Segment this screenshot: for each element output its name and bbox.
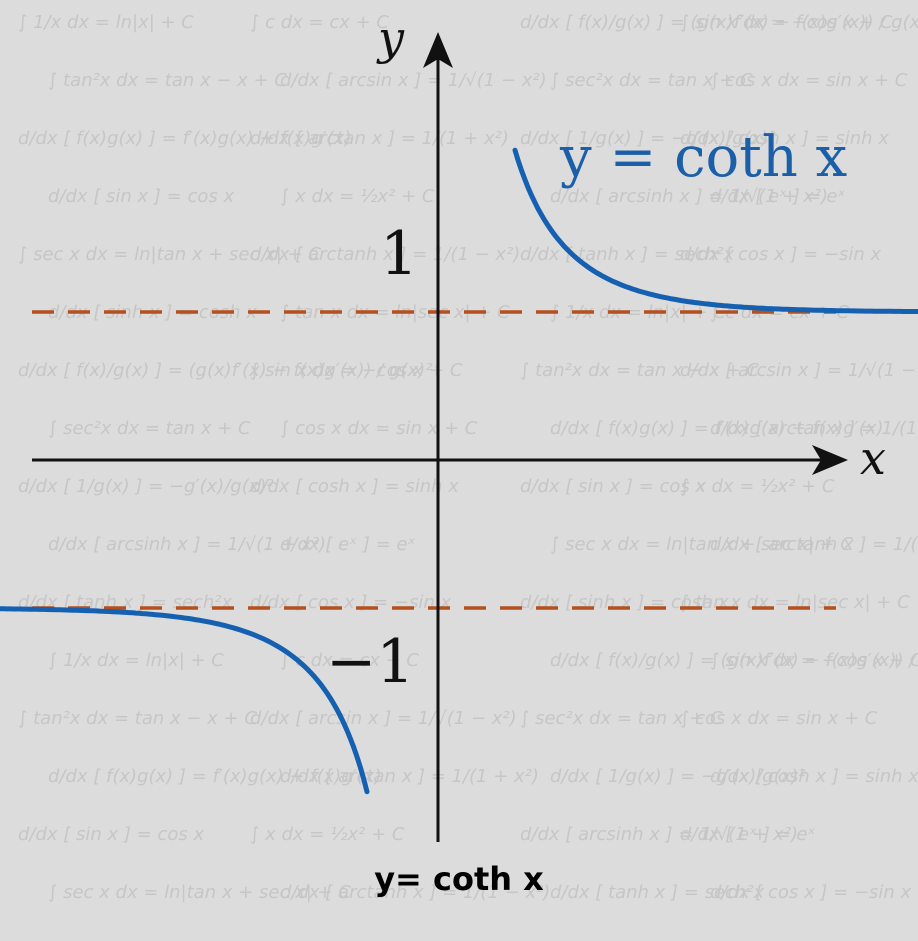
watermark-formula: ∫ x dx = ½x² + C <box>280 186 435 207</box>
formula-watermark: ∫ 1/x dx = ln|x| + C ∫ c dx = cx + C d/dx … <box>18 12 918 903</box>
caption: y= coth x <box>374 860 544 898</box>
watermark-formula: ∫ tan²x dx = tan x − x + C <box>18 708 257 729</box>
watermark-formula: d/dx [ arctanh x ] = 1/(1 − x²) <box>250 244 520 265</box>
watermark-formula: d/dx [ sin x ] = cos x <box>18 824 204 845</box>
watermark-formula: d/dx [ sin x ] = cos x <box>520 476 706 497</box>
watermark-formula: ∫ sin x dx = −cos x + C <box>250 360 463 381</box>
axes <box>32 32 848 842</box>
tick-label-one: 1 <box>380 219 418 289</box>
curve-branch-negative <box>0 606 370 795</box>
watermark-formula: d/dx [ f(x)/g(x) ] = (g(x)f′(x) − f(x)g′… <box>520 12 918 33</box>
watermark-formula: d/dx [ f(x)/g(x) ] = (g(x)f′(x) − f(x)g′… <box>550 650 918 671</box>
watermark-formula: d/dx [ tanh x ] = sech²x <box>520 244 735 265</box>
watermark-formula: ∫ sin x dx = −cos x + C <box>680 12 893 33</box>
watermark-formula: ∫ sec²x dx = tan x + C <box>520 708 723 729</box>
watermark-formula: ∫ 1/x dx = ln|x| + C <box>48 650 224 671</box>
chart-title: y = coth x <box>559 125 847 190</box>
watermark-formula: ∫ c dx = cx + C <box>250 12 389 33</box>
watermark-formula: d/dx [ arctan x ] = 1/(1 + x²) <box>280 766 539 787</box>
watermark-formula: d/dx [ 1/g(x) ] = −g′(x)/g(x)² <box>550 766 806 787</box>
watermark-formula: ∫ 1/x dx = ln|x| + C <box>18 12 194 33</box>
watermark-formula: ∫ tan²x dx = tan x − x + C <box>520 360 759 381</box>
curve-branch-positive <box>512 147 918 315</box>
watermark-formula: d/dx [ arcsin x ] = 1/√(1 − x²) <box>280 70 547 91</box>
watermark-formula: d/dx [ cosh x ] = sinh x <box>250 476 459 497</box>
watermark-formula: d/dx [ eˣ ] = eˣ <box>710 186 845 207</box>
watermark-formula: d/dx [ cos x ] = −sin x <box>250 592 452 613</box>
watermark-formula: d/dx [ arcsinh x ] = 1/√(1 + x²) <box>48 534 326 555</box>
chart-labels: y x 1 −1 y = coth x <box>326 11 886 697</box>
asymptote-lines <box>32 310 836 610</box>
watermark-formula: d/dx [ cosh x ] = sinh x <box>710 766 918 787</box>
watermark-formula: ∫ sec²x dx = tan x + C <box>48 418 251 439</box>
watermark-formula: d/dx [ arcsinh x ] = 1/√(1 + x²) <box>520 824 798 845</box>
watermark-formula: ∫ sec²x dx = tan x + C <box>550 70 753 91</box>
x-axis-label: x <box>860 431 886 485</box>
watermark-formula: d/dx [ arctanh x ] = 1/(1 − x²) <box>280 882 550 903</box>
watermark-formula: ∫ 1/x dx = ln|x| + C <box>550 302 726 323</box>
watermark-formula: d/dx [ f(x)g(x) ] = f′(x)g(x) + f(x)g′(x… <box>550 418 883 439</box>
watermark-formula: ∫ c dx = cx + C <box>280 650 419 671</box>
watermark-formula: ∫ tan²x dx = tan x − x + C <box>48 70 287 91</box>
watermark-formula: d/dx [ eˣ ] = eˣ <box>280 534 415 555</box>
watermark-formula: ∫ sec x dx = ln|tan x + sec x| + C <box>48 882 351 903</box>
watermark-formula: d/dx [ f(x)g(x) ] = f′(x)g(x) + f(x)g′(x… <box>18 128 351 149</box>
watermark-formula: d/dx [ eˣ ] = eˣ <box>680 824 815 845</box>
watermark-formula: d/dx [ 1/g(x) ] = −g′(x)/g(x)² <box>18 476 274 497</box>
watermark-formula: d/dx [ tanh x ] = sech²x <box>550 882 765 903</box>
watermark-formula: ∫ sec x dx = ln|tan x + sec x| + C <box>550 534 853 555</box>
watermark-formula: d/dx [ arctanh x ] = 1/(1 − x²) <box>710 534 918 555</box>
watermark-formula: ∫ cos x dx = sin x + C <box>710 70 908 91</box>
watermark-formula: ∫ tan x dx = ln|sec x| + C <box>680 592 910 613</box>
watermark-formula: ∫ sec x dx = ln|tan x + sec x| + C <box>18 244 321 265</box>
watermark-formula: ∫ x dx = ½x² + C <box>250 824 405 845</box>
watermark-formula: d/dx [ sin x ] = cos x <box>48 186 234 207</box>
watermark-formula: ∫ sin x dx = −cos x + C <box>710 650 918 671</box>
watermark-formula: d/dx [ cos x ] = −sin x <box>710 882 912 903</box>
watermark-formula: ∫ cos x dx = sin x + C <box>680 708 878 729</box>
watermark-formula: d/dx [ arcsinh x ] = 1/√(1 + x²) <box>550 186 828 207</box>
watermark-formula: d/dx [ cosh x ] = sinh x <box>680 128 889 149</box>
watermark-formula: ∫ x dx = ½x² + C <box>680 476 835 497</box>
watermark-formula: d/dx [ f(x)g(x) ] = f′(x)g(x) + f(x)g′(x… <box>48 766 381 787</box>
curve-group <box>0 147 918 795</box>
watermark-formula: d/dx [ arcsin x ] = 1/√(1 − x²) <box>680 360 918 381</box>
watermark-formula: d/dx [ arctan x ] = 1/(1 + x²) <box>710 418 918 439</box>
y-axis-label: y <box>376 11 405 65</box>
watermark-formula: d/dx [ 1/g(x) ] = −g′(x)/g(x)² <box>520 128 776 149</box>
watermark-formula: d/dx [ cos x ] = −sin x <box>680 244 882 265</box>
tick-label-minus-one: −1 <box>326 627 414 697</box>
watermark-formula: d/dx [ arcsin x ] = 1/√(1 − x²) <box>250 708 517 729</box>
watermark-formula: d/dx [ f(x)/g(x) ] = (g(x)f′(x) − f(x)g′… <box>18 360 432 381</box>
watermark-formula: ∫ cos x dx = sin x + C <box>280 418 478 439</box>
watermark-formula: d/dx [ arctan x ] = 1/(1 + x²) <box>250 128 509 149</box>
